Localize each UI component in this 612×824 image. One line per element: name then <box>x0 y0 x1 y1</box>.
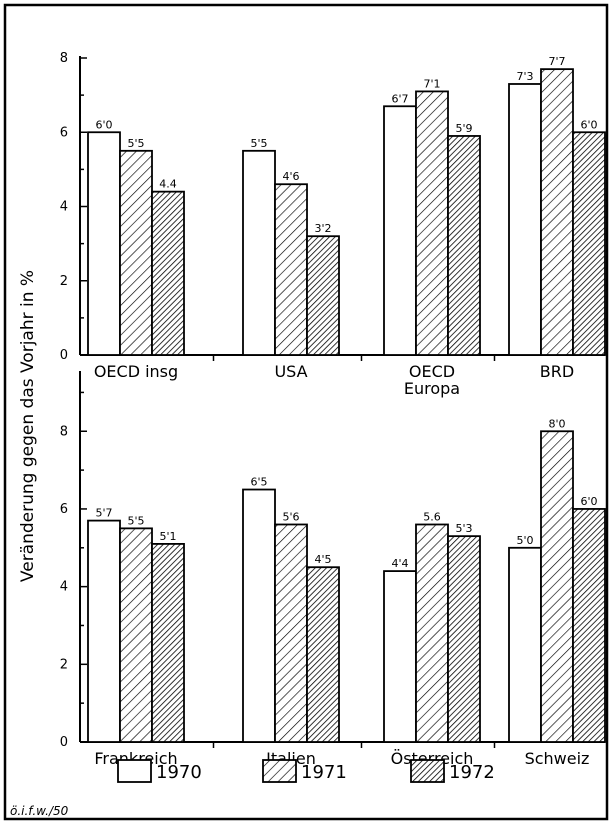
bar <box>151 190 185 356</box>
bar <box>383 570 417 743</box>
figure-border <box>3 3 609 821</box>
category-label: USA <box>274 362 307 381</box>
y-axis-label: Veränderung gegen das Vorjahr in % <box>18 270 38 582</box>
bar <box>508 546 542 743</box>
data-label: 5.6 <box>423 510 441 523</box>
source-note: ö.i.f.w./50 <box>10 804 69 818</box>
data-label: 4'5 <box>314 553 331 566</box>
bar <box>447 535 481 743</box>
data-label: 6'0 <box>580 118 597 131</box>
data-label: 6'7 <box>391 92 408 105</box>
y-tick-label: 0 <box>60 735 68 750</box>
bar <box>119 149 153 356</box>
legend-label: 1970 <box>156 762 202 783</box>
y-tick-label: 0 <box>60 348 68 363</box>
data-label: 4'6 <box>282 170 299 183</box>
data-label: 7'1 <box>423 77 440 90</box>
panel-1: 0 2 4 6 8 6'0 5'5 6'7 7'3 5'5 4'6 7'1 7'7 4.4 3'2 5'9 6'… <box>60 51 606 398</box>
data-label: 5'1 <box>159 530 176 543</box>
category-label: Frankreich <box>94 749 177 768</box>
bar <box>274 183 308 356</box>
data-label: 5'5 <box>127 137 144 150</box>
y-tick-label: 8 <box>60 51 68 66</box>
legend-label: 1972 <box>449 762 495 783</box>
bar <box>508 83 542 356</box>
y-tick-label: 4 <box>60 580 68 595</box>
bar <box>540 68 574 356</box>
y-tick-label: 8 <box>60 424 68 439</box>
panel-2: 0 2 4 6 8 5'7 6'5 4'4 5'0 5'5 5'6 5.6 8'0 5'1 4'5 5'3 6'… <box>60 371 606 768</box>
bar <box>242 149 276 356</box>
bar <box>306 566 340 743</box>
bar <box>572 131 606 356</box>
bar <box>540 430 574 743</box>
data-label: 5'7 <box>95 507 112 520</box>
data-label: 6'0 <box>95 118 112 131</box>
y-tick-label: 6 <box>60 502 68 517</box>
data-label: 5'5 <box>250 137 267 150</box>
data-label: 5'6 <box>282 510 299 523</box>
y-tick-label: 2 <box>60 274 68 289</box>
bar <box>87 519 121 743</box>
legend-swatch <box>410 759 445 783</box>
panels-layer: 0 2 4 6 8 6'0 5'5 6'7 7'3 5'5 4'6 7'1 7'7 4.4 3'2 5'9 6'… <box>60 51 606 768</box>
legend: 1970 1971 1972 <box>117 759 495 783</box>
category-label: BRD <box>540 362 574 381</box>
data-label: 5'0 <box>516 534 533 547</box>
bar <box>119 527 153 743</box>
bar <box>151 543 185 743</box>
data-label: 7'3 <box>516 70 533 83</box>
data-label: 6'5 <box>250 476 267 489</box>
data-label: 5'5 <box>127 514 144 527</box>
data-label: 5'9 <box>455 122 472 135</box>
bar <box>572 508 606 743</box>
category-label: Schweiz <box>525 749 590 768</box>
legend-label: 1971 <box>301 762 347 783</box>
category-label: Europa <box>404 379 460 398</box>
data-label: 4'4 <box>391 557 408 570</box>
data-label: 3'2 <box>314 222 331 235</box>
bar <box>415 523 449 743</box>
legend-swatch <box>117 759 152 783</box>
bar <box>306 235 340 356</box>
data-label: 6'0 <box>580 495 597 508</box>
data-label: 7'7 <box>548 55 565 68</box>
data-label: 5'3 <box>455 522 472 535</box>
bar <box>447 135 481 356</box>
y-tick-label: 4 <box>60 200 68 215</box>
y-tick-label: 2 <box>60 657 68 672</box>
bar <box>274 523 308 743</box>
data-label: 8'0 <box>548 417 565 430</box>
bar <box>242 488 276 743</box>
legend-swatch <box>262 759 297 783</box>
bar <box>415 90 449 356</box>
bar <box>383 105 417 356</box>
category-label: OECD insg <box>94 362 178 381</box>
category-label: OECD <box>409 362 455 381</box>
y-tick-label: 6 <box>60 125 68 140</box>
data-label: 4.4 <box>159 178 177 191</box>
bar <box>87 131 121 356</box>
